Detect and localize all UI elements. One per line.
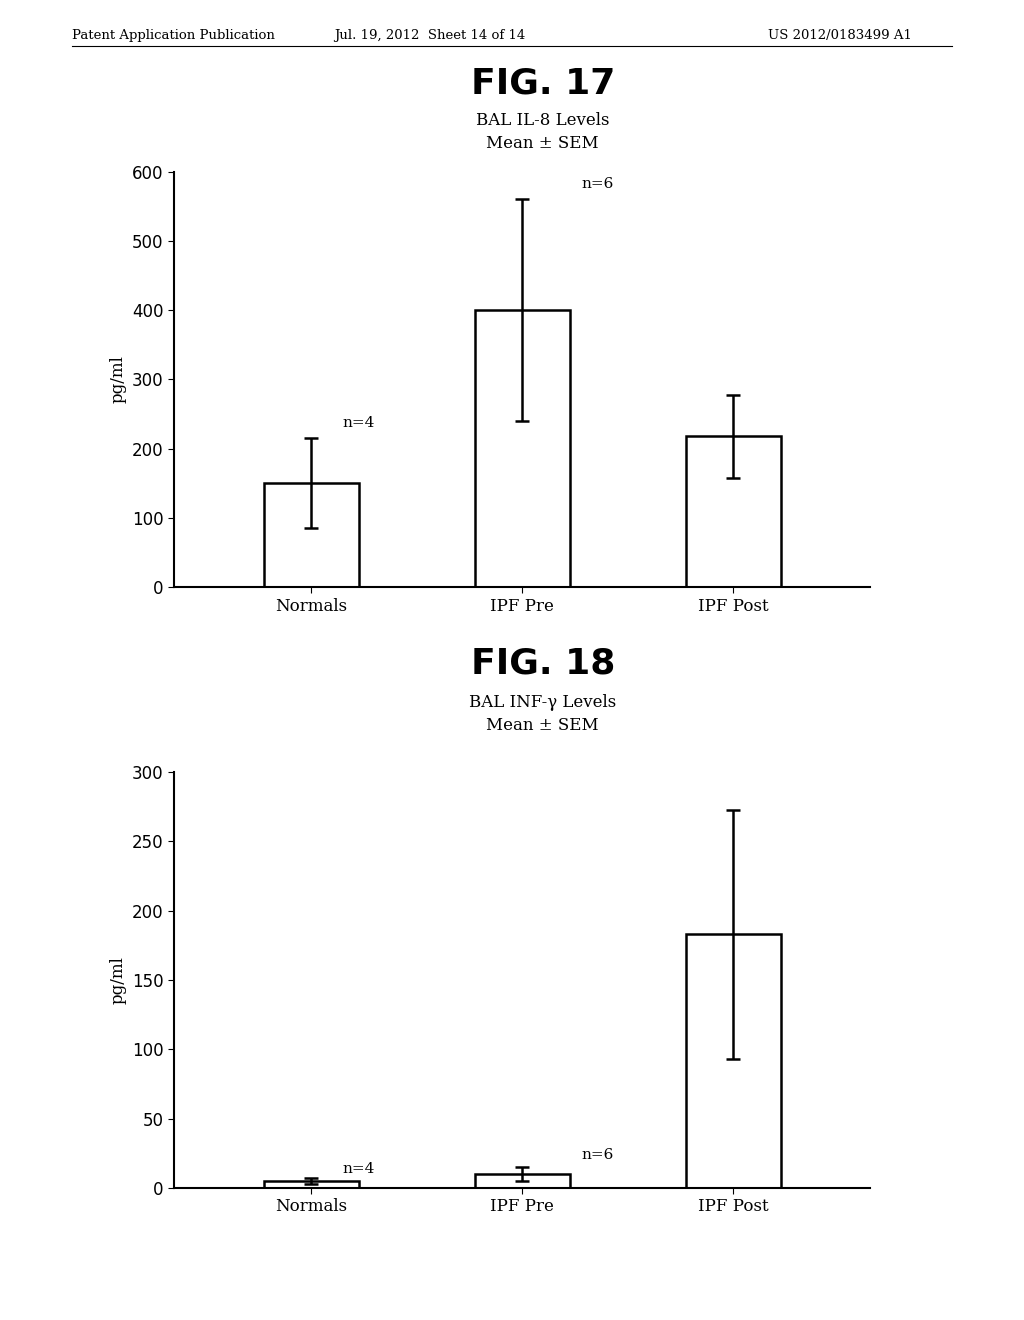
Text: US 2012/0183499 A1: US 2012/0183499 A1 (768, 29, 911, 42)
Text: n=4: n=4 (343, 416, 375, 430)
Text: n=4: n=4 (343, 1162, 375, 1176)
Text: Patent Application Publication: Patent Application Publication (72, 29, 274, 42)
Bar (686, 437, 780, 587)
Bar (475, 1175, 569, 1188)
Y-axis label: pg/ml: pg/ml (110, 956, 127, 1005)
Bar (475, 310, 569, 587)
Text: BAL INF-γ Levels: BAL INF-γ Levels (469, 694, 616, 711)
Text: n=6: n=6 (582, 177, 613, 191)
Text: Mean ± SEM: Mean ± SEM (486, 717, 599, 734)
Text: FIG. 18: FIG. 18 (471, 647, 614, 681)
Text: Jul. 19, 2012  Sheet 14 of 14: Jul. 19, 2012 Sheet 14 of 14 (335, 29, 525, 42)
Bar (686, 935, 780, 1188)
Y-axis label: pg/ml: pg/ml (110, 355, 127, 404)
Text: n=6: n=6 (582, 1147, 613, 1162)
Text: Mean ± SEM: Mean ± SEM (486, 135, 599, 152)
Bar (264, 483, 358, 587)
Text: FIG. 17: FIG. 17 (471, 66, 614, 100)
Bar (264, 1181, 358, 1188)
Text: BAL IL-8 Levels: BAL IL-8 Levels (476, 112, 609, 129)
